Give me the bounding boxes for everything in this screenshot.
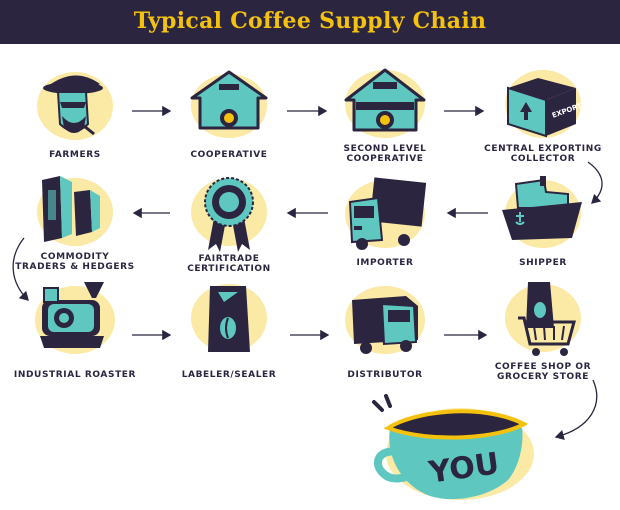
coffee-cup-icon: YOU (372, 394, 534, 500)
arrow-traders-roaster (12, 237, 29, 301)
roaster-icon (35, 282, 115, 354)
rosette-icon (191, 177, 267, 252)
coffee-bag-icon (191, 284, 267, 352)
van-icon (345, 286, 425, 354)
step-label-shipper: SHIPPER (519, 258, 567, 268)
step-label-distributor: DISTRIBUTOR (347, 370, 423, 380)
ship-icon (502, 176, 582, 248)
page-title: Typical Coffee Supply Chain (133, 8, 487, 34)
step-label-cooperative: COOPERATIVE (190, 150, 268, 160)
step-label-labeler-sealer: LABELER/SEALER (181, 370, 277, 380)
farmer-icon (37, 72, 113, 140)
step-label-farmers: FARMERS (49, 150, 101, 160)
shopping-cart-icon (505, 282, 581, 356)
step-label-central-exporting-collector: CENTRAL EXPORTING COLLECTOR (484, 144, 602, 164)
truck-icon (345, 177, 427, 250)
step-label-second-level-cooperative: SECOND LEVEL COOPERATIVE (343, 144, 427, 164)
step-label-commodity-traders-hedgers: COMMODITY TRADERS & HEDGERS (15, 252, 135, 272)
step-label-coffee-shop-grocery-store: COFFEE SHOP OR GROCERY STORE (494, 362, 592, 382)
big-house-icon (344, 68, 426, 138)
arrow-store-you (554, 379, 598, 441)
step-label-importer: IMPORTER (356, 258, 414, 268)
title-bar (0, 0, 620, 44)
arrow-collector-shipper (587, 161, 603, 204)
buildings-icon (37, 176, 113, 246)
step-label-fairtrade-certification: FAIRTRADE CERTIFICATION (187, 254, 271, 274)
house-icon (190, 70, 268, 138)
export-box-icon: EXPORT (505, 70, 583, 138)
step-label-industrial-roaster: INDUSTRIAL ROASTER (13, 370, 137, 380)
